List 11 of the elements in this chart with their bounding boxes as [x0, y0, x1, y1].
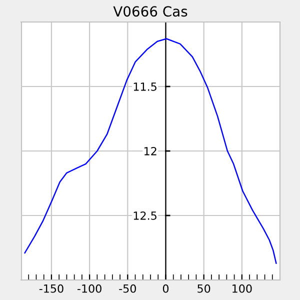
y-tick-label: 11.5 — [134, 82, 156, 91]
y-tick-label: 12.5 — [134, 211, 156, 220]
y-tick-label: 12 — [144, 146, 156, 156]
chart-title: V0666 Cas — [113, 6, 188, 17]
x-tick-label: -50 — [119, 284, 136, 293]
x-tick-label: -150 — [39, 284, 64, 293]
x-tick-label: 50 — [198, 284, 210, 293]
x-tick-label: 0 — [162, 284, 169, 293]
x-tick-label: -100 — [77, 284, 102, 293]
line-series — [24, 38, 277, 264]
x-tick-label: 100 — [232, 284, 252, 293]
